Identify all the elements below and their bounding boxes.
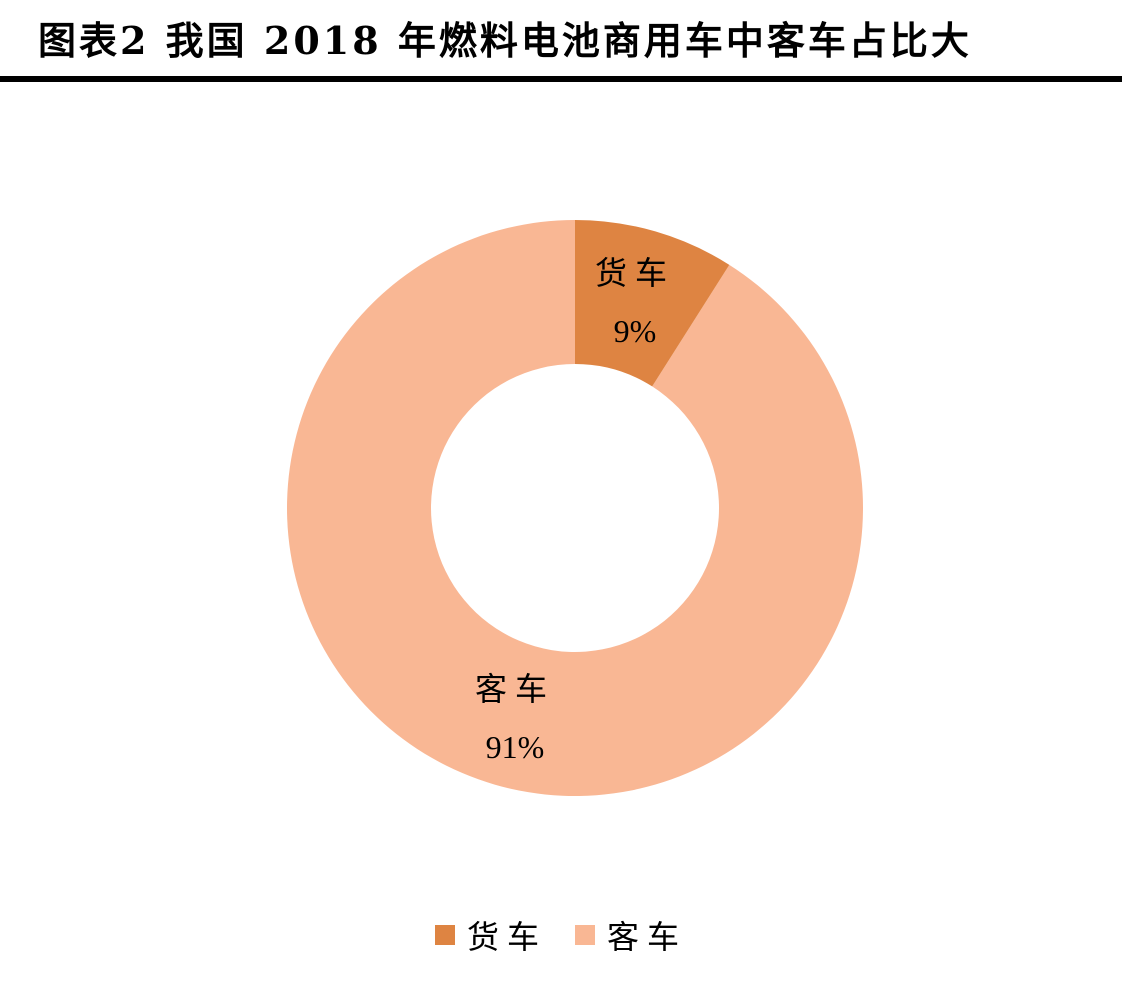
title-rule [0,76,1122,82]
data-label-truck-value: 9% [613,313,657,349]
chart-title: 图表2 我国 2018 年燃料电池商用车中客车占比大 [38,18,972,63]
data-label-truck: 货车 9% [575,244,695,360]
legend-label-truck: 货车 [466,919,547,955]
legend-item-bus[interactable]: 客车 [575,912,687,958]
legend-swatch-bus [575,925,595,945]
legend-item-truck[interactable]: 货车 [434,912,547,958]
data-label-bus-value: 91% [485,729,545,765]
legend: 货车 客车 [0,912,1122,958]
data-label-truck-name: 货车 [594,255,675,291]
data-label-bus: 客车 91% [455,660,575,776]
data-label-bus-name: 客车 [474,671,555,707]
slice-bus[interactable] [287,220,863,796]
legend-label-bus: 客车 [607,919,688,955]
slice-truck[interactable] [575,220,730,387]
legend-swatch-truck [434,925,455,945]
